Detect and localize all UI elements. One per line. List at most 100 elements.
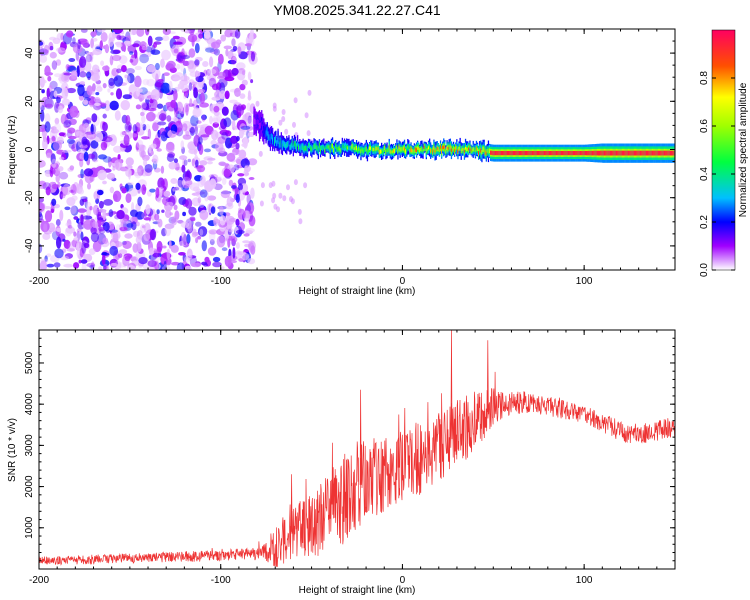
noise-blob xyxy=(141,115,146,124)
noise-blob xyxy=(83,99,89,105)
noise-blob xyxy=(87,183,91,190)
noise-blob xyxy=(55,59,62,66)
noise-blob xyxy=(161,49,171,61)
noise-blob xyxy=(139,53,150,64)
noise-blob xyxy=(144,222,151,234)
ridge-segment xyxy=(498,151,500,156)
noise-blob xyxy=(49,227,58,233)
noise-blob xyxy=(50,153,56,165)
ridge-segment xyxy=(266,128,268,135)
noise-blob xyxy=(136,221,140,227)
noise-blob xyxy=(78,259,82,264)
noise-blob xyxy=(236,62,246,70)
noise-blob xyxy=(178,197,187,205)
ridge-segment xyxy=(582,151,584,156)
noise-blob xyxy=(123,134,130,146)
ridge-segment xyxy=(340,148,342,153)
noise-blob xyxy=(162,178,168,191)
ridge-segment xyxy=(362,149,364,154)
noise-blob xyxy=(223,45,232,50)
ridge-segment xyxy=(390,150,393,154)
noise-blob xyxy=(106,172,116,180)
noise-blob xyxy=(135,104,142,110)
noise-blob xyxy=(198,226,208,237)
noise-blob xyxy=(102,65,110,72)
noise-blob xyxy=(195,71,201,77)
x-tick-label: -100 xyxy=(211,575,231,586)
ridge-segment xyxy=(359,148,361,152)
noise-blob xyxy=(110,262,118,267)
ridge-segment xyxy=(354,146,357,150)
ridge-segment xyxy=(402,146,405,151)
ridge-segment xyxy=(321,145,323,150)
noise-blob xyxy=(43,230,53,235)
ridge-segment xyxy=(442,145,444,150)
noise-blob xyxy=(180,84,189,92)
noise-blob xyxy=(136,29,145,37)
ridge-segment xyxy=(669,150,672,156)
noise-blob xyxy=(40,220,50,233)
ridge-segment xyxy=(620,150,623,156)
noise-blob xyxy=(109,55,114,66)
ridge-segment xyxy=(645,150,648,156)
noise-blob xyxy=(116,68,122,74)
ridge-segment xyxy=(460,149,462,154)
ridge-segment xyxy=(603,150,605,156)
noise-blob xyxy=(83,151,89,162)
colorbar-tick-label: 0.8 xyxy=(699,71,710,85)
ridge-segment xyxy=(476,147,479,152)
noise-blob xyxy=(209,239,215,246)
ridge-segment xyxy=(348,145,350,151)
ridge-segment xyxy=(398,145,400,149)
noise-blob xyxy=(219,90,227,100)
ridge-segment xyxy=(479,148,481,152)
noise-blob xyxy=(234,87,241,97)
ridge-segment xyxy=(301,144,303,149)
noise-blob xyxy=(99,40,104,49)
noise-blob xyxy=(55,219,61,226)
noise-blob xyxy=(109,245,119,256)
noise-blob xyxy=(88,248,96,256)
ridge-segment xyxy=(369,146,371,150)
noise-blob xyxy=(166,115,172,122)
noise-blob xyxy=(126,182,134,186)
ridge-segment xyxy=(261,121,263,126)
noise-blob xyxy=(63,119,72,128)
ridge-segment xyxy=(652,150,654,156)
ridge-segment xyxy=(497,151,499,156)
ridge-segment xyxy=(576,151,578,156)
noise-blob xyxy=(209,178,217,189)
noise-blob xyxy=(169,212,173,216)
noise-blob xyxy=(108,37,114,47)
colorbar-ticks: 0.0 0.2 0.4 0.6 0.8 xyxy=(699,71,735,277)
colorbar-tick-label: 0.6 xyxy=(699,119,710,133)
noise-blob xyxy=(138,263,144,268)
noise-blob xyxy=(86,262,96,268)
noise-blob xyxy=(152,154,159,165)
noise-blob xyxy=(103,266,107,270)
ridge-segment xyxy=(443,145,445,150)
noise-blob xyxy=(141,212,147,220)
noise-blob xyxy=(97,169,107,181)
ridge-segment xyxy=(256,119,258,124)
ridge-segment xyxy=(502,151,504,156)
noise-blob xyxy=(217,71,226,79)
noise-blob xyxy=(247,71,252,81)
colorbar-fill xyxy=(711,29,736,271)
ridge-segment xyxy=(305,146,308,151)
noise-blob xyxy=(230,55,237,65)
noise-blob xyxy=(58,73,65,84)
noise-blob xyxy=(81,136,88,146)
noise-blob xyxy=(100,32,108,42)
noise-blob xyxy=(177,52,184,63)
ridge-segment xyxy=(618,150,620,156)
noise-blob xyxy=(124,74,128,79)
ridge-segment xyxy=(438,149,441,153)
ridge-segment xyxy=(567,151,569,156)
noise-blob xyxy=(66,87,77,94)
noise-blob xyxy=(82,122,90,132)
ridge-segment xyxy=(480,148,482,153)
noise-blob xyxy=(135,142,140,151)
ridge-segment xyxy=(629,150,631,156)
noise-blob xyxy=(94,102,101,106)
